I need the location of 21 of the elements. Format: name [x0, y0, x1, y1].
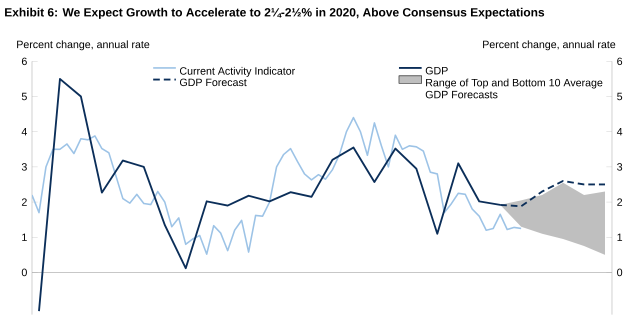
- legend-label: Range of Top and Bottom 10 Average GDP Forecasts: [426, 78, 602, 98]
- y-tick-label: 6: [22, 58, 27, 66]
- y-axis-title: Percent change, annual rate: [17, 40, 150, 50]
- y2-tick-label: 0: [617, 268, 622, 276]
- y2-tick-label: 1: [617, 234, 622, 241]
- y-tick-label: 2: [22, 198, 27, 206]
- y2-tick-label: 3: [617, 163, 622, 171]
- y-tick-label: 3: [22, 163, 27, 171]
- y-tick-label: 4: [22, 128, 27, 136]
- chart-title: Exhibit 6: We Expect Growth to Accelerate to 2¼-2½% in 2020, Above Consensus Expectations: [5, 8, 544, 19]
- y2-tick-label: 6: [617, 58, 622, 66]
- legend-label: GDP Forecast: [180, 78, 247, 86]
- legend-label: GDP: [426, 66, 448, 74]
- legend-label: Current Activity Indicator: [180, 66, 295, 77]
- y-tick-label: 1: [22, 234, 27, 241]
- y2-tick-label: 2: [617, 198, 622, 206]
- y2-tick-label: 4: [616, 128, 622, 136]
- y2-axis-title: Percent change, annual rate: [483, 40, 616, 50]
- y-tick-label: 5: [22, 92, 27, 100]
- y-tick-label: 0: [22, 268, 27, 276]
- y2-tick-label: 5: [617, 92, 622, 100]
